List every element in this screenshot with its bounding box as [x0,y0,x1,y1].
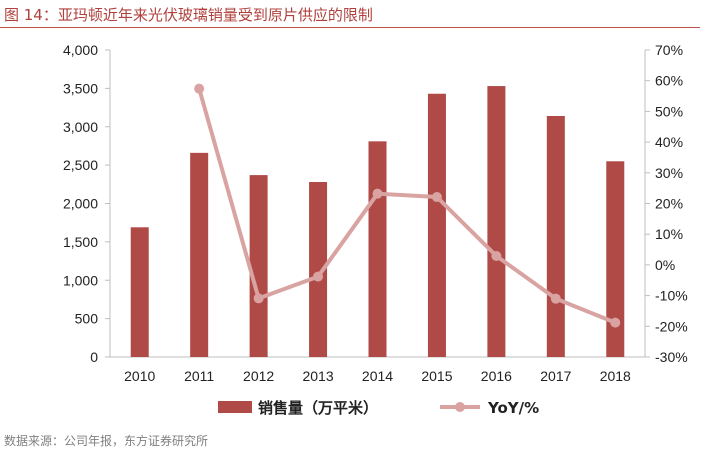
legend-swatch-bar [218,401,252,413]
x-tick-label: 2011 [184,368,214,384]
yoy-point [610,317,621,328]
x-tick-label: 2012 [243,368,274,384]
y-left-tick-label: 2,500 [63,157,98,173]
y-right-tick-label: 70% [655,42,683,58]
yoy-point [372,188,383,199]
x-tick-label: 2014 [362,368,393,384]
y-left-tick-label: 1,000 [63,272,98,288]
y-right-tick-label: -10% [655,288,688,304]
y-left-tick-label: 500 [75,311,99,327]
x-tick-label: 2017 [540,368,571,384]
yoy-point [491,250,502,261]
y-left-tick-label: 3,000 [63,119,98,135]
y-right-tick-label: 0% [655,257,675,273]
bar [606,161,625,357]
bar [309,182,328,357]
yoy-point [431,192,442,203]
bar [190,152,209,357]
x-tick-label: 2018 [600,368,631,384]
legend-label-bar: 销售量（万平米） [258,399,378,417]
y-left-tick-label: 1,500 [63,234,98,250]
yoy-point [550,293,561,304]
y-left-tick-label: 4,000 [63,42,98,58]
y-right-tick-label: -20% [655,318,688,334]
y-right-tick-label: -30% [655,349,688,365]
y-right-tick-label: 50% [655,103,683,119]
legend-marker-line [455,402,465,412]
title-divider [0,27,700,28]
y-right-tick-label: 40% [655,134,683,150]
legend-label-line: YoY/% [487,399,539,417]
y-right-tick-label: 60% [655,73,683,89]
bar [130,227,149,357]
bar [427,93,446,357]
y-left-tick-label: 2,000 [63,196,98,212]
bar [487,86,506,357]
bar [368,141,387,357]
y-left-tick-label: 0 [90,349,98,365]
yoy-point [313,271,324,282]
x-tick-label: 2013 [302,368,333,384]
y-left-tick-label: 3,500 [63,80,98,96]
x-tick-label: 2015 [421,368,452,384]
figure-title: 图 14：亚玛顿近年来光伏玻璃销量受到原片供应的限制 [4,6,373,24]
x-tick-label: 2016 [481,368,512,384]
yoy-point [253,293,264,304]
bar [546,116,565,357]
yoy-line [197,88,617,325]
y-right-tick-label: 10% [655,226,683,242]
bar [249,175,268,357]
y-right-tick-label: 30% [655,165,683,181]
yoy-point [194,83,205,94]
y-right-tick-label: 20% [655,196,683,212]
x-tick-label: 2010 [124,368,155,384]
source-note: 数据来源：公司年报，东方证券研究所 [4,434,209,448]
